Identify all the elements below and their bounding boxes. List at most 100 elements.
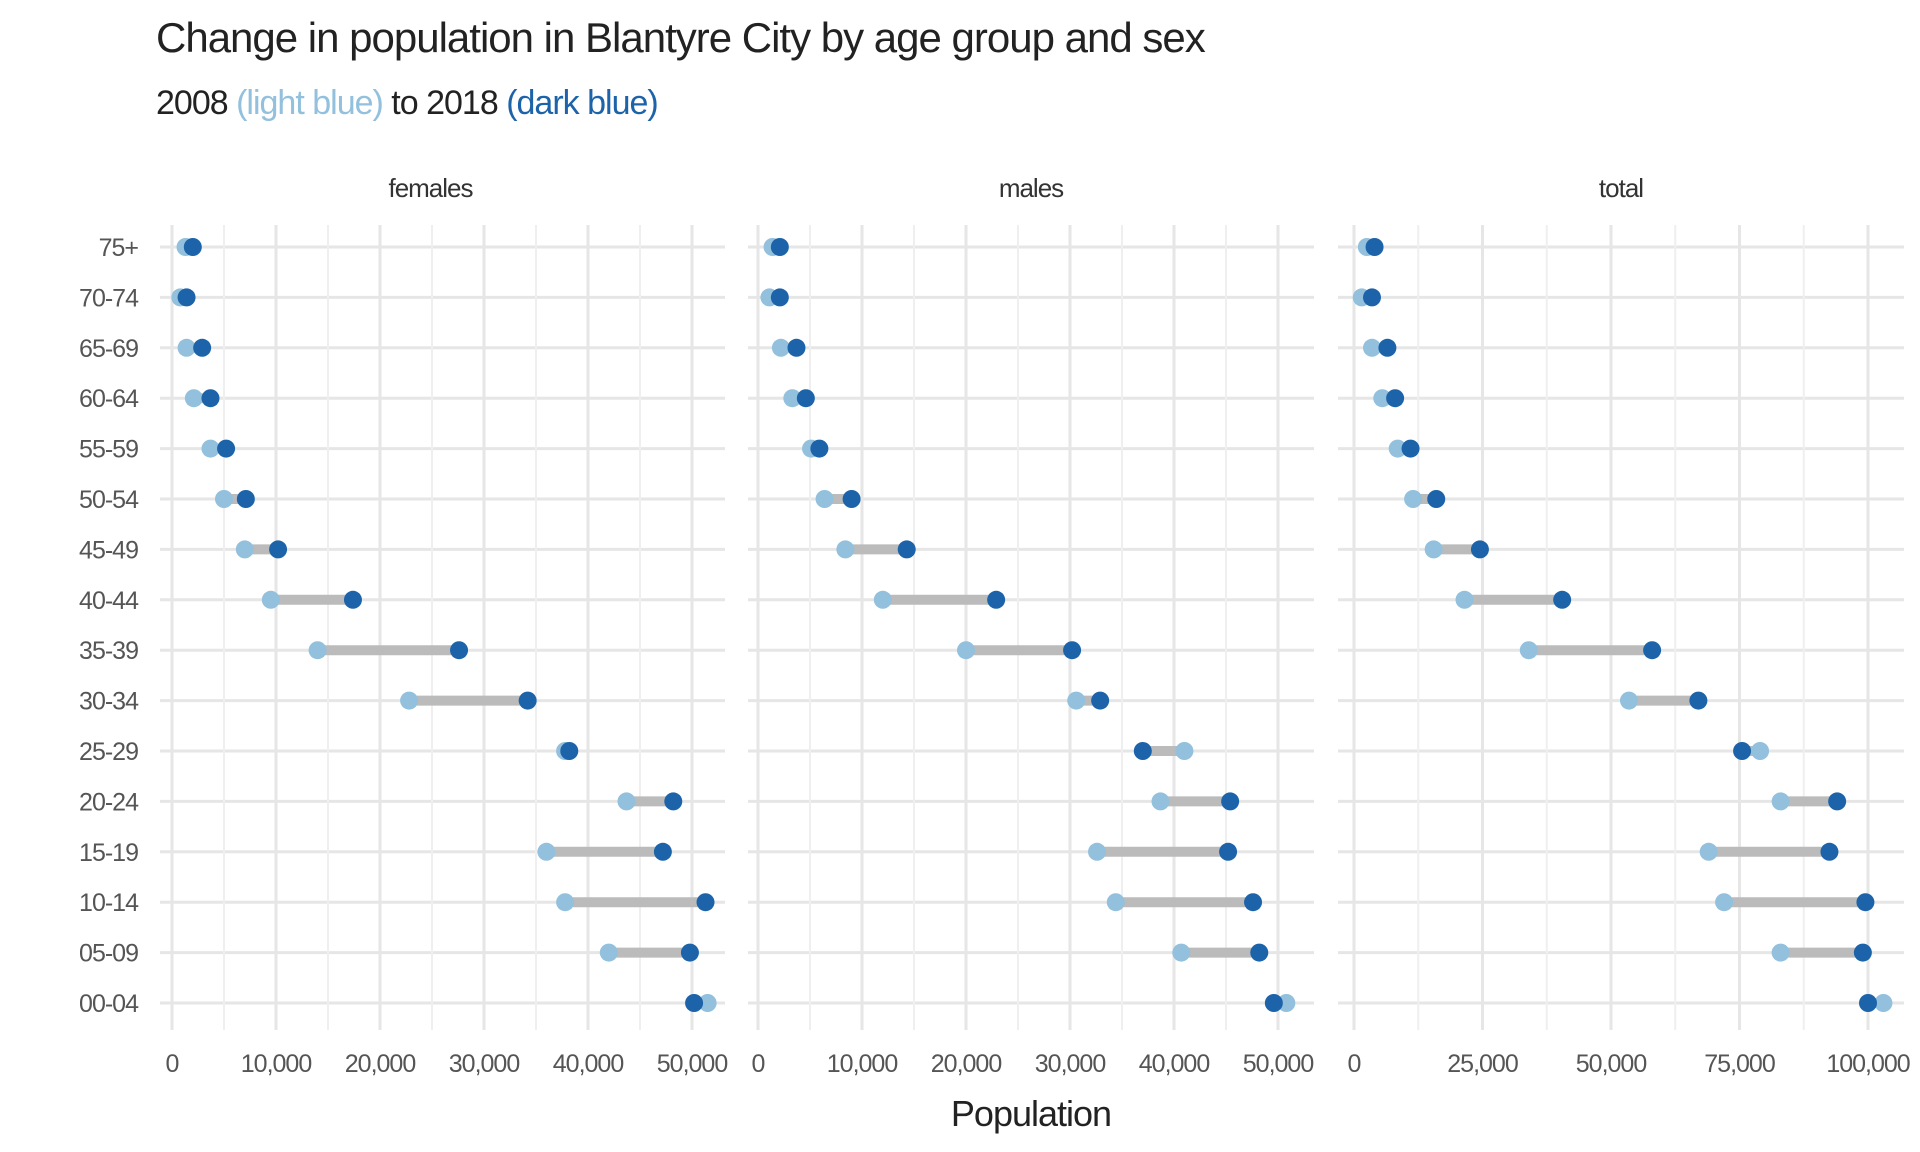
x-tick-label: 20,000 <box>931 1050 1002 1078</box>
point-2008 <box>1874 994 1893 1012</box>
point-2008 <box>1619 691 1638 710</box>
point-2018 <box>1643 641 1662 660</box>
point-2008 <box>215 490 233 508</box>
panel-title: total <box>1599 173 1643 203</box>
y-tick-label: 45-49 <box>79 536 138 564</box>
point-2018 <box>680 943 699 962</box>
point-2008 <box>1373 389 1392 408</box>
point-2018 <box>236 490 255 508</box>
x-tick-label: 50,000 <box>657 1050 728 1078</box>
point-2008 <box>261 590 280 609</box>
point-2008 <box>556 893 575 912</box>
y-tick-label: 10-14 <box>79 889 139 917</box>
point-2018 <box>518 691 537 710</box>
x-tick-label: 0 <box>166 1050 179 1078</box>
point-2008 <box>783 389 802 408</box>
x-tick-label: 75,000 <box>1704 1050 1775 1078</box>
point-2018 <box>1378 338 1397 357</box>
point-2008 <box>599 943 618 962</box>
x-tick-label: 100,000 <box>1826 1050 1909 1078</box>
point-2018 <box>664 792 683 811</box>
panel-males: males 0 10,000 20,000 30,000 40,000 50,000 <box>748 173 1314 1078</box>
point-2018 <box>450 641 469 660</box>
y-tick-label: 05-09 <box>79 940 138 968</box>
point-2008 <box>1751 742 1770 760</box>
point-2018 <box>1250 943 1269 962</box>
point-2018 <box>183 238 202 256</box>
point-2008 <box>1715 893 1734 912</box>
point-2018 <box>1365 238 1384 256</box>
point-2018 <box>897 540 916 559</box>
point-2018 <box>770 288 789 307</box>
point-2018 <box>796 389 815 408</box>
panel-total: total 0 25,000 50,000 75,000 100,000 <box>1338 173 1911 1078</box>
point-2008 <box>1277 994 1296 1012</box>
point-2008 <box>617 792 636 811</box>
x-tick-label: 25,000 <box>1447 1050 1518 1078</box>
subtitle-year-start: 2008 <box>156 84 229 122</box>
point-2018 <box>1219 842 1238 861</box>
point-2018 <box>1689 691 1708 710</box>
subtitle-connector: to <box>391 84 418 122</box>
point-2008 <box>184 389 203 408</box>
point-2008 <box>957 641 975 660</box>
point-2018 <box>1386 389 1405 408</box>
point-2018 <box>842 490 861 508</box>
point-2018 <box>1091 691 1110 710</box>
y-tick-label: 75+ <box>99 234 139 262</box>
x-axis-label: Population <box>951 1093 1111 1134</box>
point-2008 <box>1699 842 1718 861</box>
x-tick-label: 10,000 <box>241 1050 312 1078</box>
point-2018 <box>1244 893 1263 912</box>
point-2008 <box>1175 742 1194 760</box>
x-tick-label: 40,000 <box>553 1050 624 1078</box>
point-2008 <box>1519 641 1538 660</box>
x-tick-label: 30,000 <box>449 1050 520 1078</box>
x-tick-label: 40,000 <box>1139 1050 1210 1078</box>
point-2008 <box>177 338 196 357</box>
point-2018 <box>1470 540 1489 559</box>
chart-subtitle: 2008 (light blue) to 2018 (dark blue) <box>156 84 659 123</box>
point-2018 <box>177 288 196 307</box>
point-2008 <box>1067 691 1086 710</box>
point-2018 <box>560 742 579 760</box>
chart-title: Change in population in Blantyre City by… <box>156 14 1206 61</box>
point-2018 <box>1362 288 1381 307</box>
point-2008 <box>1771 792 1790 811</box>
panel-title: females <box>388 173 473 203</box>
panel-females: females 0 10,000 20,000 30,000 40,000 50,000 <box>160 173 728 1078</box>
subtitle-label-end: (dark blue) <box>506 84 659 122</box>
point-2018 <box>1401 439 1420 458</box>
point-2008 <box>1455 590 1474 609</box>
point-2018 <box>653 842 672 861</box>
point-2018 <box>696 893 715 912</box>
point-2018 <box>1859 994 1877 1012</box>
point-2018 <box>1856 893 1875 912</box>
point-2018 <box>1221 792 1240 811</box>
x-tick-label: 0 <box>752 1050 765 1078</box>
point-2008 <box>873 590 892 609</box>
point-2008 <box>201 439 220 458</box>
point-2008 <box>537 842 556 861</box>
point-2008 <box>771 338 790 357</box>
point-2018 <box>1820 842 1839 861</box>
point-2018 <box>787 338 806 357</box>
y-tick-label: 65-69 <box>79 335 138 363</box>
point-2018 <box>1264 994 1283 1012</box>
point-2018 <box>1828 792 1847 811</box>
point-2018 <box>217 439 236 458</box>
point-2018 <box>685 994 704 1012</box>
point-2018 <box>269 540 288 559</box>
point-2008 <box>836 540 855 559</box>
y-tick-label: 50-54 <box>79 486 139 514</box>
point-2008 <box>1362 338 1381 357</box>
point-2018 <box>1853 943 1872 962</box>
point-2008 <box>308 641 327 660</box>
x-tick-label: 20,000 <box>345 1050 416 1078</box>
subtitle-year-end: 2018 <box>426 84 499 122</box>
point-2008 <box>698 994 717 1012</box>
y-tick-label: 70-74 <box>79 284 139 312</box>
panel-title: males <box>999 173 1064 203</box>
point-2008 <box>235 540 254 559</box>
